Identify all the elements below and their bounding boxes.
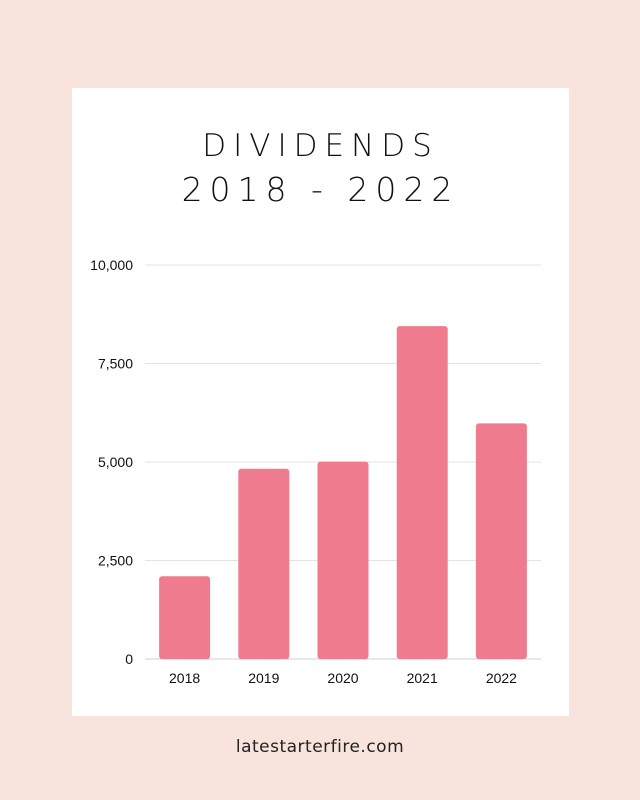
site-footer[interactable]: latestarterfire.com bbox=[235, 737, 405, 757]
bar-2021 bbox=[396, 326, 448, 659]
x-tick-label: 2021 bbox=[407, 670, 438, 686]
y-tick-label: 0 bbox=[125, 651, 133, 667]
chart-title-line1: DIVIDENDS bbox=[202, 128, 439, 164]
x-tick-label: 2022 bbox=[486, 670, 517, 686]
x-tick-label: 2019 bbox=[248, 670, 279, 686]
bar-chart: 0 2,500 5,000 7,500 10,000 2018 2019 2020 2021 20… bbox=[90, 257, 541, 686]
y-tick-label: 10,000 bbox=[90, 257, 133, 273]
y-tick-label: 2,500 bbox=[98, 553, 133, 569]
bar-2018 bbox=[159, 576, 211, 659]
x-tick-label: 2020 bbox=[327, 670, 358, 686]
bar-2020 bbox=[317, 461, 369, 659]
x-tick-label: 2018 bbox=[169, 670, 200, 686]
y-tick-label: 5,000 bbox=[98, 454, 133, 470]
bar-2022 bbox=[475, 423, 527, 659]
chart-card: DIVIDENDS 2018 - 2022 0 2,500 5,000 7,500 10… bbox=[72, 88, 569, 716]
y-tick-label: 7,500 bbox=[98, 356, 133, 372]
chart-title-line2: 2018 - 2022 bbox=[181, 170, 460, 209]
bar-2019 bbox=[238, 468, 290, 659]
